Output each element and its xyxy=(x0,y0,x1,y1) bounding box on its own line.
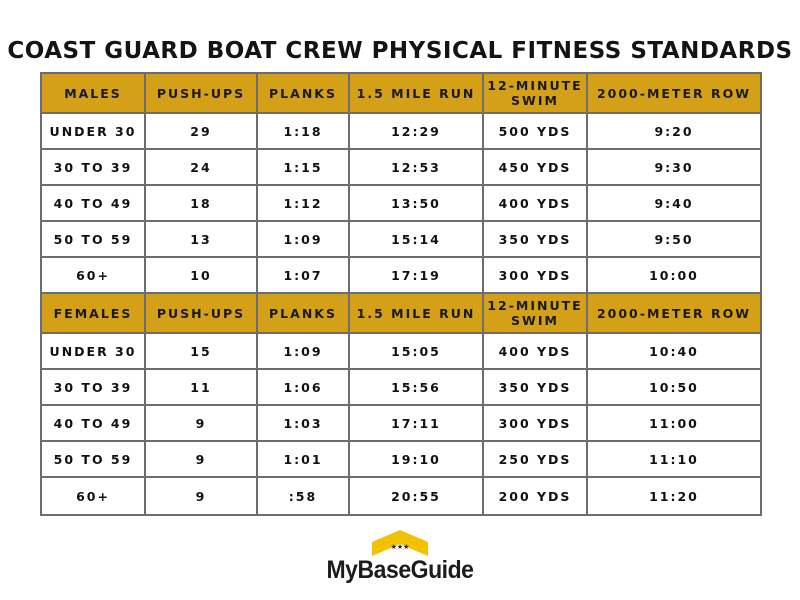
planks-cell: 1:06 xyxy=(256,368,350,406)
column-header-row: 2000-METER ROW xyxy=(586,72,762,114)
males-header-row: MALES PUSH-UPS PLANKS 1.5 MILE RUN 12-MI… xyxy=(40,72,762,114)
column-header-planks: PLANKS xyxy=(256,292,350,334)
run-cell: 15:14 xyxy=(348,220,484,258)
swim-cell: 400 YDS xyxy=(482,332,588,370)
column-header-run: 1.5 MILE RUN xyxy=(348,72,484,114)
swim-cell: 350 YDS xyxy=(482,220,588,258)
row-cell: 10:00 xyxy=(586,256,762,294)
swim-cell: 350 YDS xyxy=(482,368,588,406)
table-row: 50 TO 59 9 1:01 19:10 250 YDS 11:10 xyxy=(40,440,762,478)
planks-cell: 1:03 xyxy=(256,404,350,442)
swim-cell: 250 YDS xyxy=(482,440,588,478)
planks-cell: 1:18 xyxy=(256,112,350,150)
pushups-cell: 13 xyxy=(144,220,258,258)
age-group-cell: UNDER 30 xyxy=(40,112,146,150)
pushups-cell: 11 xyxy=(144,368,258,406)
row-cell: 9:40 xyxy=(586,184,762,222)
row-cell: 9:30 xyxy=(586,148,762,186)
pushups-cell: 24 xyxy=(144,148,258,186)
swim-cell: 200 YDS xyxy=(482,476,588,516)
run-cell: 12:29 xyxy=(348,112,484,150)
svg-text:★★★: ★★★ xyxy=(391,543,410,551)
fitness-standards-table: MALES PUSH-UPS PLANKS 1.5 MILE RUN 12-MI… xyxy=(40,72,762,516)
page-title: COAST GUARD BOAT CREW PHYSICAL FITNESS S… xyxy=(7,38,793,64)
run-cell: 17:19 xyxy=(348,256,484,294)
pushups-cell: 15 xyxy=(144,332,258,370)
column-header-swim: 12-MINUTE SWIM xyxy=(482,292,588,334)
planks-cell: 1:09 xyxy=(256,332,350,370)
pushups-cell: 10 xyxy=(144,256,258,294)
pushups-cell: 9 xyxy=(144,404,258,442)
row-cell: 11:20 xyxy=(586,476,762,516)
age-group-cell: 50 TO 59 xyxy=(40,220,146,258)
pushups-cell: 18 xyxy=(144,184,258,222)
age-group-cell: UNDER 30 xyxy=(40,332,146,370)
table-row: UNDER 30 29 1:18 12:29 500 YDS 9:20 xyxy=(40,112,762,150)
age-group-cell: 30 TO 39 xyxy=(40,368,146,406)
females-header-row: FEMALES PUSH-UPS PLANKS 1.5 MILE RUN 12-… xyxy=(40,292,762,334)
row-cell: 9:50 xyxy=(586,220,762,258)
age-group-cell: 60+ xyxy=(40,476,146,516)
run-cell: 20:55 xyxy=(348,476,484,516)
age-group-cell: 50 TO 59 xyxy=(40,440,146,478)
row-cell: 10:40 xyxy=(586,332,762,370)
swim-cell: 300 YDS xyxy=(482,256,588,294)
table-row: 30 TO 39 11 1:06 15:56 350 YDS 10:50 xyxy=(40,368,762,406)
column-header-row: 2000-METER ROW xyxy=(586,292,762,334)
mybaseguide-logo: ★★★ MyBaseGuide xyxy=(320,528,480,588)
table-row: 40 TO 49 9 1:03 17:11 300 YDS 11:00 xyxy=(40,404,762,442)
row-cell: 11:10 xyxy=(586,440,762,478)
column-header-pushups: PUSH-UPS xyxy=(144,72,258,114)
run-cell: 19:10 xyxy=(348,440,484,478)
swim-cell: 300 YDS xyxy=(482,404,588,442)
run-cell: 17:11 xyxy=(348,404,484,442)
planks-cell: 1:15 xyxy=(256,148,350,186)
column-header-run: 1.5 MILE RUN xyxy=(348,292,484,334)
table-row: 60+ 10 1:07 17:19 300 YDS 10:00 xyxy=(40,256,762,294)
table-row: 60+ 9 :58 20:55 200 YDS 11:20 xyxy=(40,476,762,516)
table-row: 50 TO 59 13 1:09 15:14 350 YDS 9:50 xyxy=(40,220,762,258)
run-cell: 12:53 xyxy=(348,148,484,186)
column-header-planks: PLANKS xyxy=(256,72,350,114)
age-group-cell: 30 TO 39 xyxy=(40,148,146,186)
swim-cell: 450 YDS xyxy=(482,148,588,186)
table-row: 30 TO 39 24 1:15 12:53 450 YDS 9:30 xyxy=(40,148,762,186)
pushups-cell: 9 xyxy=(144,440,258,478)
row-cell: 9:20 xyxy=(586,112,762,150)
run-cell: 15:05 xyxy=(348,332,484,370)
row-cell: 10:50 xyxy=(586,368,762,406)
planks-cell: :58 xyxy=(256,476,350,516)
column-header-swim: 12-MINUTE SWIM xyxy=(482,72,588,114)
pushups-cell: 29 xyxy=(144,112,258,150)
row-cell: 11:00 xyxy=(586,404,762,442)
logo-wordmark: MyBaseGuide xyxy=(326,556,474,584)
pushups-cell: 9 xyxy=(144,476,258,516)
planks-cell: 1:12 xyxy=(256,184,350,222)
males-header-label: MALES xyxy=(40,72,146,114)
swim-cell: 400 YDS xyxy=(482,184,588,222)
table-row: UNDER 30 15 1:09 15:05 400 YDS 10:40 xyxy=(40,332,762,370)
age-group-cell: 40 TO 49 xyxy=(40,184,146,222)
swim-cell: 500 YDS xyxy=(482,112,588,150)
planks-cell: 1:01 xyxy=(256,440,350,478)
age-group-cell: 40 TO 49 xyxy=(40,404,146,442)
females-header-label: FEMALES xyxy=(40,292,146,334)
chevron-stars-icon: ★★★ xyxy=(372,530,428,556)
age-group-cell: 60+ xyxy=(40,256,146,294)
run-cell: 13:50 xyxy=(348,184,484,222)
table-row: 40 TO 49 18 1:12 13:50 400 YDS 9:40 xyxy=(40,184,762,222)
run-cell: 15:56 xyxy=(348,368,484,406)
planks-cell: 1:09 xyxy=(256,220,350,258)
planks-cell: 1:07 xyxy=(256,256,350,294)
column-header-pushups: PUSH-UPS xyxy=(144,292,258,334)
